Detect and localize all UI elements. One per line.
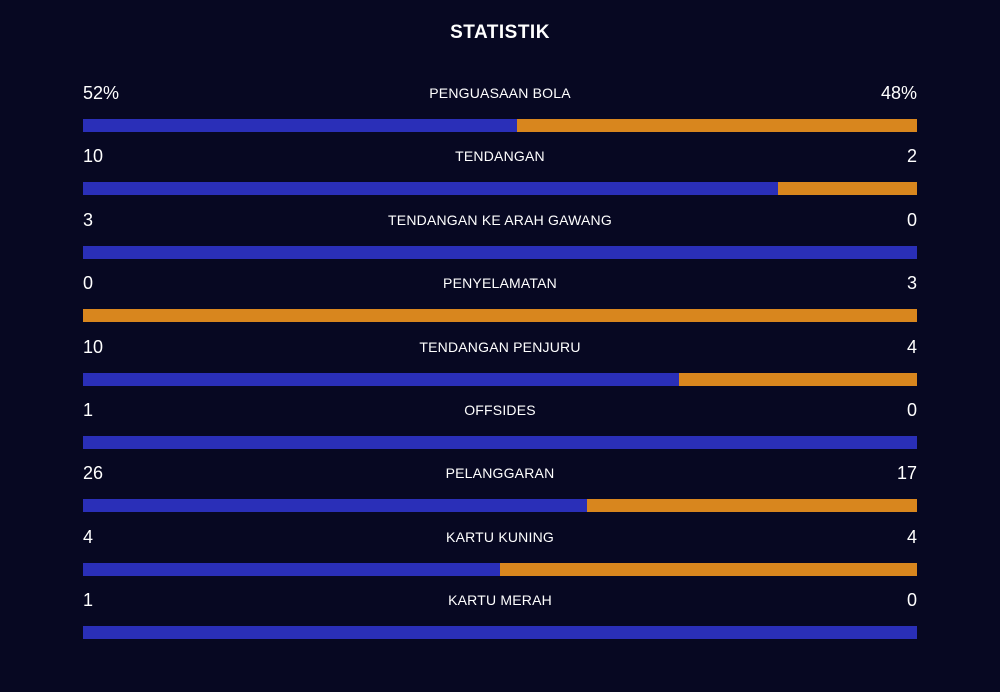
stat-header: 52% PENGUASAAN BOLA 48% — [83, 81, 917, 105]
comparison-bar — [83, 309, 917, 323]
comparison-bar — [83, 182, 917, 196]
comparison-bar — [83, 499, 917, 513]
away-bar-segment — [587, 499, 917, 513]
comparison-bar — [83, 435, 917, 449]
away-value: 48% — [880, 83, 917, 103]
away-value: 4 — [906, 526, 917, 547]
stat-label: PELANGGARAN — [445, 465, 555, 482]
home-value: 52% — [83, 83, 120, 103]
home-value: 26 — [83, 463, 104, 484]
home-value: 1 — [83, 590, 94, 611]
comparison-bar — [83, 562, 917, 576]
home-bar-segment — [83, 435, 917, 449]
stat-row-possession: 52% PENGUASAAN BOLA 48% — [83, 81, 917, 144]
stat-label: KARTU MERAH — [448, 592, 552, 609]
stat-label: KARTU KUNING — [446, 528, 554, 545]
away-bar-segment — [516, 119, 917, 132]
home-value: 10 — [83, 336, 104, 357]
comparison-bar — [83, 245, 917, 259]
stat-header: 0 PENYELAMATAN 3 — [83, 271, 917, 295]
stat-header: 10 TENDANGAN 2 — [83, 144, 917, 168]
home-bar-segment — [83, 372, 679, 386]
home-value: 10 — [83, 146, 104, 167]
away-value: 17 — [896, 463, 917, 484]
away-value: 0 — [906, 399, 917, 420]
stat-label: OFFSIDES — [464, 401, 536, 418]
away-value: 2 — [906, 146, 917, 167]
stat-row-fouls: 26 PELANGGARAN 17 — [83, 461, 917, 524]
stat-row-corners: 10 TENDANGAN PENJURU 4 — [83, 335, 917, 398]
stat-header: 1 KARTU MERAH 0 — [83, 588, 917, 612]
home-bar-segment — [83, 626, 917, 640]
stat-header: 4 KARTU KUNING 4 — [83, 525, 917, 549]
stat-label: TENDANGAN KE ARAH GAWANG — [388, 211, 612, 228]
home-bar-segment — [83, 245, 917, 259]
home-value: 0 — [83, 273, 94, 294]
stat-row-shots-on-target: 3 TENDANGAN KE ARAH GAWANG 0 — [83, 208, 917, 271]
home-value: 4 — [83, 526, 94, 547]
home-bar-segment — [83, 119, 517, 132]
stat-label: PENYELAMATAN — [443, 275, 557, 292]
stat-row-saves: 0 PENYELAMATAN 3 — [83, 271, 917, 334]
stat-header: 1 OFFSIDES 0 — [83, 398, 917, 422]
stat-row-yellow-cards: 4 KARTU KUNING 4 — [83, 525, 917, 588]
home-value: 3 — [83, 209, 94, 230]
stat-header: 10 TENDANGAN PENJURU 4 — [83, 335, 917, 359]
home-bar-segment — [83, 499, 588, 513]
home-bar-segment — [83, 182, 778, 196]
stat-row-red-cards: 1 KARTU MERAH 0 — [83, 588, 917, 651]
comparison-bar — [83, 626, 917, 640]
stat-header: 26 PELANGGARAN 17 — [83, 461, 917, 485]
away-value: 0 — [906, 590, 917, 611]
stat-label: TENDANGAN PENJURU — [419, 338, 581, 355]
stat-row-offsides: 1 OFFSIDES 0 — [83, 398, 917, 461]
home-bar-segment — [83, 562, 500, 576]
stat-label: TENDANGAN — [455, 148, 545, 165]
stat-row-shots: 10 TENDANGAN 2 — [83, 144, 917, 207]
away-bar-segment — [778, 182, 917, 196]
away-bar-segment — [83, 309, 917, 323]
stats-title: STATISTIK — [450, 22, 550, 43]
stats-list: 52% PENGUASAAN BOLA 48% 10 TENDANGAN 2 3… — [83, 81, 917, 652]
away-value: 4 — [906, 336, 917, 357]
home-value: 1 — [83, 399, 94, 420]
away-bar-segment — [500, 562, 917, 576]
comparison-bar — [83, 372, 917, 386]
stat-header: 3 TENDANGAN KE ARAH GAWANG 0 — [83, 208, 917, 232]
stat-label: PENGUASAAN BOLA — [429, 85, 571, 101]
away-bar-segment — [678, 372, 917, 386]
away-value: 3 — [906, 273, 917, 294]
away-value: 0 — [906, 209, 917, 230]
comparison-bar — [83, 119, 917, 132]
